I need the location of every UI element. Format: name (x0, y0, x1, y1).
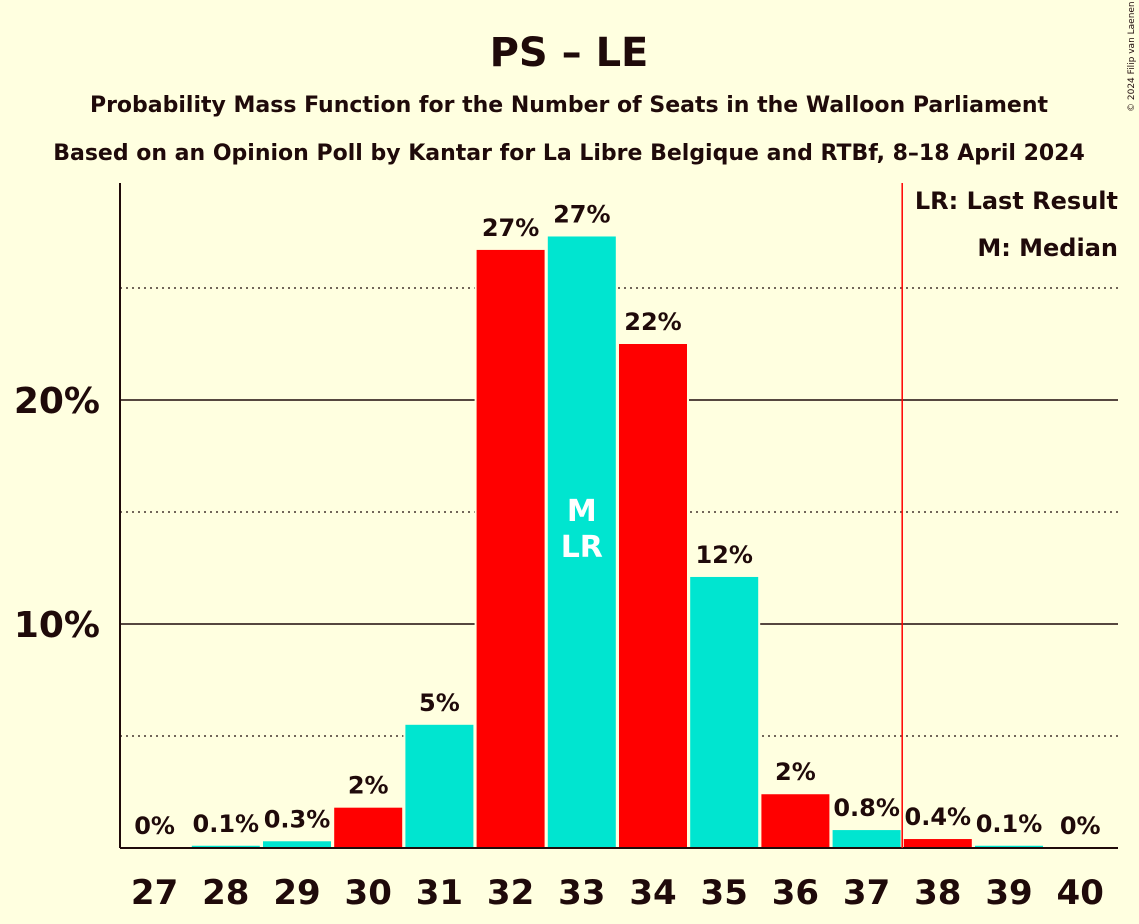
bar (191, 845, 260, 848)
last-result-marker: LR (561, 530, 603, 565)
legend-entry: LR: Last Result (915, 187, 1118, 215)
x-tick-label: 35 (701, 873, 748, 913)
bar (975, 845, 1043, 848)
data-label: 27% (482, 214, 539, 242)
x-tick-label: 39 (985, 873, 1032, 913)
data-label: 27% (553, 200, 610, 228)
bar (903, 839, 972, 848)
bar (334, 807, 403, 848)
data-label: 0.1% (193, 810, 260, 838)
x-tick-label: 37 (843, 873, 890, 913)
bar (619, 344, 687, 848)
data-label: 5% (419, 689, 460, 717)
data-label: 0% (1060, 812, 1101, 840)
bar (547, 236, 616, 849)
data-label: 0.8% (833, 794, 900, 822)
x-tick-label: 29 (273, 873, 320, 913)
data-label: 2% (348, 772, 389, 800)
x-tick-label: 31 (416, 873, 463, 913)
bar (761, 794, 830, 848)
bar (832, 830, 901, 848)
data-label: 0.1% (976, 810, 1043, 838)
bar (476, 249, 545, 849)
bar (405, 724, 474, 848)
data-label: 2% (775, 758, 816, 786)
x-tick-label: 40 (1057, 873, 1104, 913)
tick-labels: 10% 20% 27 28 29 30 31 32 33 34 35 36 37 38 39 40 (14, 381, 1104, 913)
copyright-text: © 2024 Filip van Laenen (1127, 1, 1137, 112)
x-tick-label: 27 (131, 873, 178, 913)
chart-title: PS – LE (490, 30, 649, 76)
bar (690, 576, 759, 848)
x-tick-label: 32 (487, 873, 534, 913)
bar (263, 841, 331, 848)
x-tick-label: 33 (558, 873, 605, 913)
data-label: 0% (134, 812, 175, 840)
median-marker: M (567, 494, 597, 529)
x-tick-label: 30 (345, 873, 392, 913)
y-tick-label: 20% (14, 381, 100, 422)
data-label: 0.3% (264, 805, 331, 833)
chart-subtitle: Probability Mass Function for the Number… (90, 93, 1049, 118)
data-label: 0.4% (905, 803, 972, 831)
data-label: 22% (624, 308, 681, 336)
x-tick-label: 36 (772, 873, 819, 913)
data-label: 12% (695, 541, 752, 569)
chart-subtitle-2: Based on an Opinion Poll by Kantar for L… (53, 141, 1085, 166)
legend: LR: Last Result M: Median (915, 187, 1118, 262)
x-tick-label: 34 (629, 873, 676, 913)
y-tick-label: 10% (14, 605, 100, 646)
legend-entry: M: Median (977, 234, 1118, 262)
x-tick-label: 28 (202, 873, 249, 913)
x-tick-label: 38 (914, 873, 961, 913)
